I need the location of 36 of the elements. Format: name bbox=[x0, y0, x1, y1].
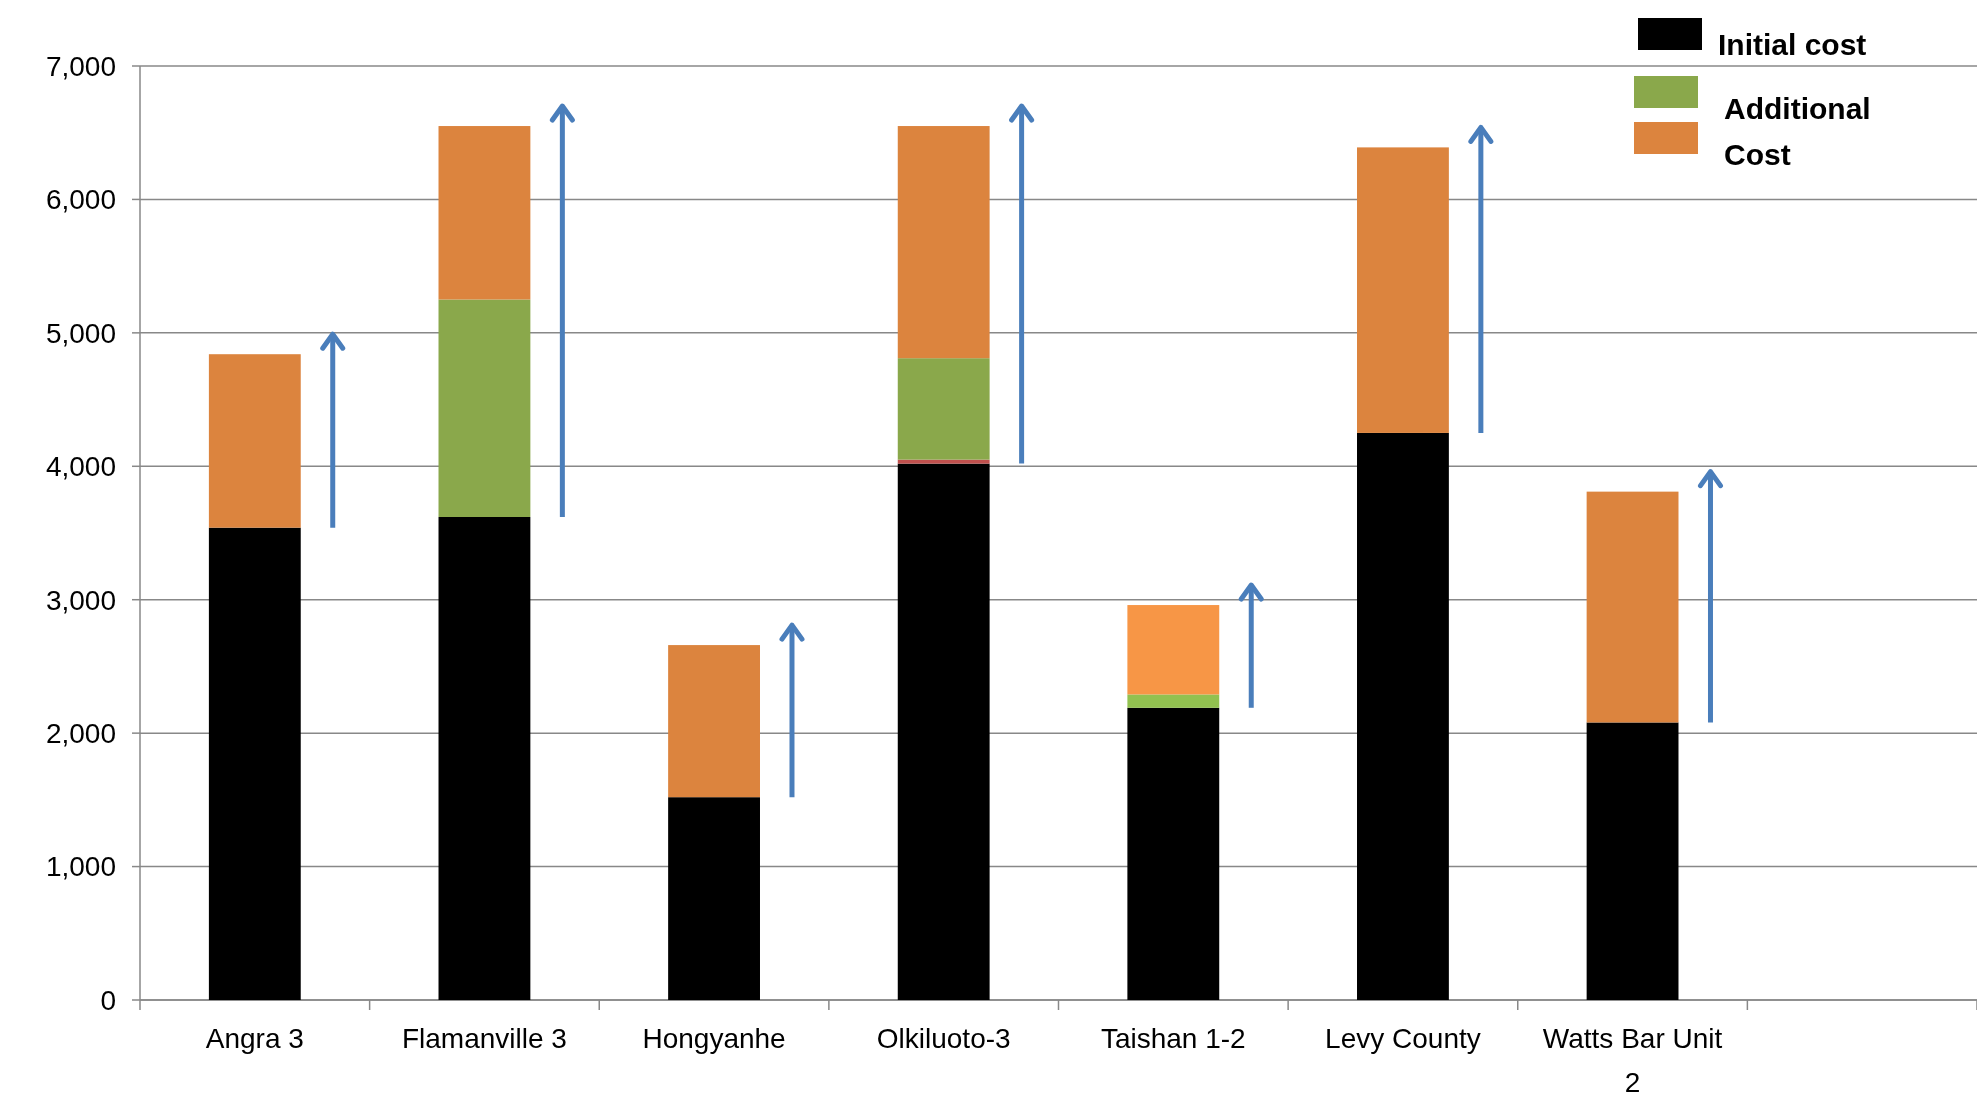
legend-label: Cost bbox=[1724, 137, 1791, 171]
y-tick-label: 1,000 bbox=[45, 851, 116, 883]
bar bbox=[1127, 707, 1220, 1000]
y-tick-label: 4,000 bbox=[45, 451, 116, 483]
bar bbox=[897, 459, 990, 464]
x-tick-label: Levy County bbox=[1325, 1023, 1481, 1054]
bar bbox=[897, 126, 990, 359]
x-tick-label: Flamanville 3 bbox=[401, 1023, 567, 1054]
legend-label: Initial cost bbox=[1718, 27, 1867, 61]
x-tick-label: Watts Bar Unit 2 bbox=[1542, 1023, 1723, 1098]
bar bbox=[208, 354, 301, 528]
bar bbox=[1127, 605, 1220, 695]
y-tick-label: 3,000 bbox=[45, 584, 116, 616]
legend-label: Additional bbox=[1724, 91, 1871, 125]
y-tick-label: 6,000 bbox=[45, 184, 116, 216]
bar bbox=[897, 358, 990, 460]
bar bbox=[438, 299, 531, 517]
y-tick-label: 7,000 bbox=[45, 50, 116, 82]
bar bbox=[1357, 147, 1449, 433]
x-tick-label: Taishan 1-2 bbox=[1100, 1023, 1246, 1054]
bar bbox=[1357, 432, 1449, 1000]
bar bbox=[1586, 491, 1679, 723]
y-tick-label: 5,000 bbox=[45, 317, 116, 349]
y-tick-label: 0 bbox=[100, 984, 116, 1016]
x-tick-label: Olkiluoto-3 bbox=[876, 1023, 1011, 1054]
bar bbox=[208, 527, 301, 1000]
bar bbox=[438, 126, 531, 300]
bar bbox=[897, 463, 990, 1000]
bar bbox=[1127, 694, 1220, 708]
x-tick-label: Hongyanhe bbox=[642, 1023, 786, 1054]
bar bbox=[1586, 722, 1679, 1000]
y-tick-label: 2,000 bbox=[45, 717, 116, 749]
bar bbox=[668, 797, 760, 1000]
bar bbox=[668, 645, 760, 798]
bar bbox=[438, 516, 531, 1000]
x-tick-label: Angra 3 bbox=[205, 1023, 304, 1054]
